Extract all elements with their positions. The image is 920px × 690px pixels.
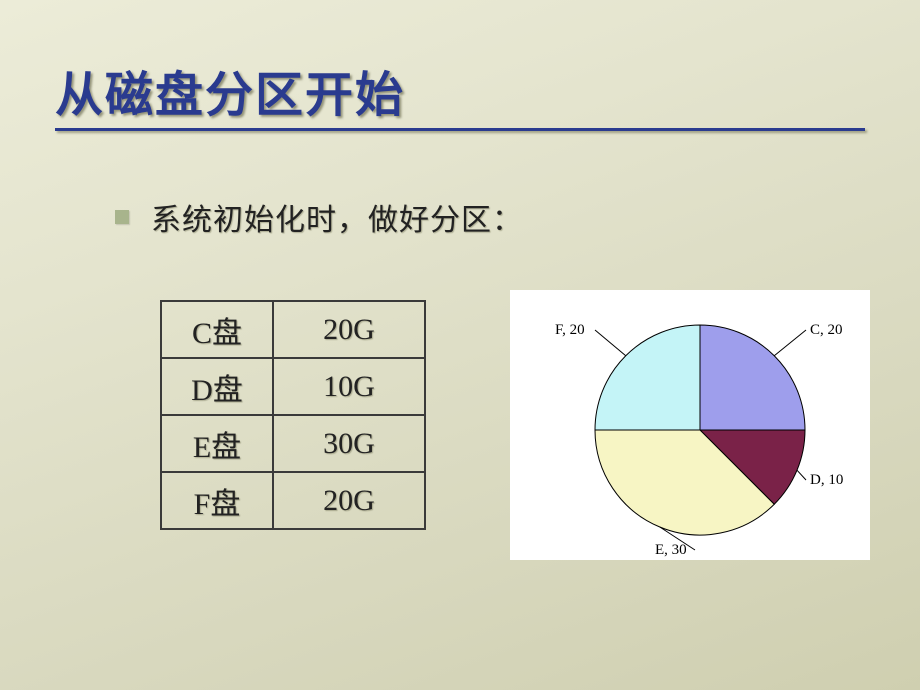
table-row: E盘 30G — [161, 415, 425, 472]
cell-disk-name: C盘 — [161, 301, 273, 358]
title-underline — [55, 128, 865, 131]
pie-label-e: E, 30 — [655, 542, 687, 559]
pie-label-d: D, 10 — [810, 472, 843, 489]
bullet-icon — [115, 210, 129, 224]
pie-label-c: C, 20 — [810, 322, 843, 339]
cell-disk-name: E盘 — [161, 415, 273, 472]
pie-leader-f — [595, 330, 626, 356]
table-row: D盘 10G — [161, 358, 425, 415]
pie-slice-c — [700, 325, 805, 430]
pie-leader-d — [797, 470, 806, 480]
bullet-row: 系统初始化时，做好分区： — [115, 195, 523, 239]
table-row: C盘 20G — [161, 301, 425, 358]
pie-label-f: F, 20 — [555, 322, 585, 339]
cell-disk-size: 20G — [273, 472, 425, 529]
cell-disk-name: D盘 — [161, 358, 273, 415]
cell-disk-name: F盘 — [161, 472, 273, 529]
pie-slice-f — [595, 325, 700, 430]
pie-leader-c — [774, 330, 806, 356]
pie-chart: C, 20 D, 10 E, 30 F, 20 — [510, 290, 870, 560]
cell-disk-size: 30G — [273, 415, 425, 472]
cell-disk-size: 20G — [273, 301, 425, 358]
table-row: F盘 20G — [161, 472, 425, 529]
page-title: 从磁盘分区开始 — [55, 55, 405, 125]
bullet-text: 系统初始化时，做好分区： — [151, 195, 523, 239]
disk-table: C盘 20G D盘 10G E盘 30G F盘 20G — [160, 300, 426, 530]
cell-disk-size: 10G — [273, 358, 425, 415]
